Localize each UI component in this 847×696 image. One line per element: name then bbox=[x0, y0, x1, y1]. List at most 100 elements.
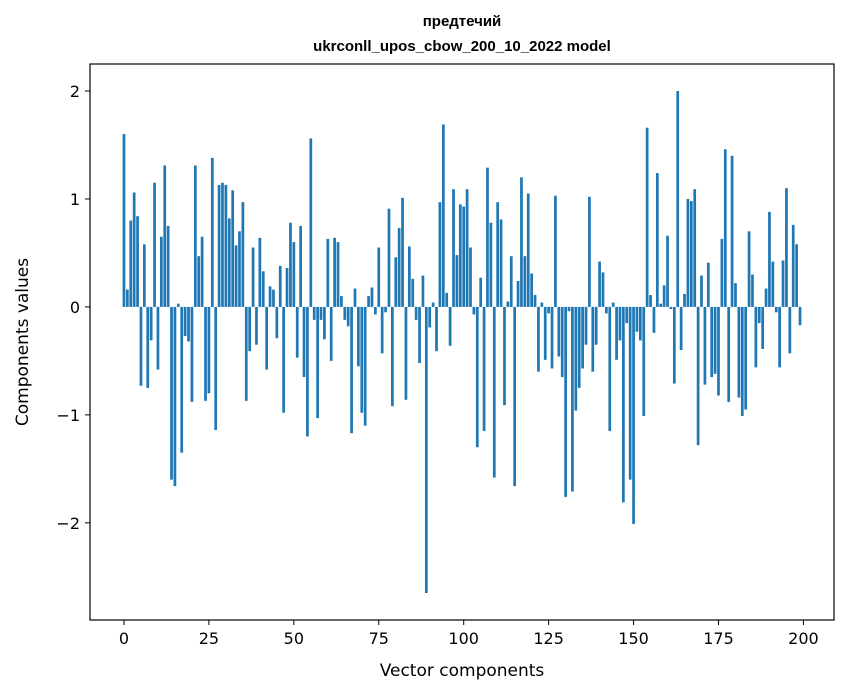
bar-component-36 bbox=[244, 306, 248, 401]
bar-component-40 bbox=[258, 237, 262, 307]
bar-component-16 bbox=[176, 303, 180, 307]
bar-component-153 bbox=[642, 306, 646, 416]
x-axis-ticks: 0 25 50 75 100 125 150 175 200 bbox=[119, 620, 819, 648]
bar-component-19 bbox=[187, 306, 190, 342]
bar-component-64 bbox=[340, 296, 343, 307]
bar-component-85 bbox=[411, 278, 415, 307]
y-tick-label-3: −1 bbox=[56, 406, 80, 425]
bar-component-83 bbox=[404, 306, 408, 400]
y-tick-label-4: −2 bbox=[56, 514, 80, 533]
bar-component-149 bbox=[628, 306, 632, 480]
bar-component-66 bbox=[346, 306, 350, 327]
chart-subtitle: ukrconll_upos_cbow_200_10_2022 model bbox=[313, 38, 611, 55]
bar-component-32 bbox=[231, 190, 235, 307]
bar-component-112 bbox=[503, 306, 506, 406]
bar-component-99 bbox=[458, 204, 462, 307]
bar-component-92 bbox=[435, 306, 438, 352]
bar-component-129 bbox=[560, 306, 564, 378]
y-tick-label-2: 0 bbox=[70, 298, 80, 317]
bar-component-98 bbox=[455, 255, 459, 307]
bar-component-196 bbox=[788, 306, 792, 354]
x-tick-label-2: 50 bbox=[284, 629, 304, 648]
bar-component-45 bbox=[275, 306, 279, 339]
bar-component-26 bbox=[210, 157, 214, 307]
bar-component-174 bbox=[713, 306, 717, 374]
bar-component-25 bbox=[207, 306, 211, 394]
bar-component-63 bbox=[336, 242, 340, 307]
bar-component-60 bbox=[326, 238, 330, 307]
x-tick-label-7: 175 bbox=[703, 629, 734, 648]
bar-component-37 bbox=[248, 306, 252, 352]
bar-component-100 bbox=[462, 206, 466, 307]
bar-component-71 bbox=[363, 306, 367, 426]
bar-component-145 bbox=[615, 306, 618, 360]
bar-component-7 bbox=[146, 306, 150, 388]
bar-component-94 bbox=[441, 124, 445, 307]
bar-component-80 bbox=[394, 257, 398, 307]
x-tick-label-3: 75 bbox=[369, 629, 389, 648]
bar-component-44 bbox=[272, 289, 275, 307]
bar-component-147 bbox=[622, 306, 625, 503]
bar-component-163 bbox=[676, 90, 680, 307]
bar-component-10 bbox=[156, 306, 160, 370]
bar-component-47 bbox=[282, 306, 285, 413]
bar-component-138 bbox=[591, 306, 595, 372]
bar-component-172 bbox=[706, 262, 710, 307]
bar-component-13 bbox=[166, 225, 170, 307]
y-axis-ticks: 2 1 0 −1 −2 bbox=[56, 82, 90, 533]
bar-component-58 bbox=[319, 306, 323, 320]
bar-component-34 bbox=[238, 231, 241, 307]
y-tick-label-1: 1 bbox=[70, 190, 80, 209]
bar-component-197 bbox=[791, 224, 795, 307]
bar-component-106 bbox=[482, 306, 486, 432]
bar-component-151 bbox=[635, 306, 639, 332]
bar-component-175 bbox=[717, 306, 720, 396]
bar-component-115 bbox=[513, 306, 517, 487]
bar-component-17 bbox=[180, 306, 184, 453]
bars bbox=[122, 90, 802, 594]
x-axis-label: Vector components bbox=[380, 661, 545, 681]
bar-component-193 bbox=[778, 306, 781, 368]
bar-component-102 bbox=[469, 247, 472, 307]
bar-component-38 bbox=[251, 247, 255, 307]
bar-component-93 bbox=[438, 202, 442, 307]
bar-component-35 bbox=[241, 202, 245, 307]
bar-component-199 bbox=[798, 306, 802, 326]
bar-component-142 bbox=[605, 306, 608, 314]
bar-component-23 bbox=[200, 236, 204, 307]
bar-component-164 bbox=[679, 306, 683, 351]
bar-component-167 bbox=[689, 201, 693, 307]
bar-component-122 bbox=[537, 306, 540, 372]
bar-component-187 bbox=[757, 306, 761, 324]
bar-component-107 bbox=[486, 167, 489, 307]
bar-component-78 bbox=[387, 208, 391, 307]
bar-component-168 bbox=[693, 189, 697, 307]
bar-component-119 bbox=[526, 193, 530, 307]
bar-component-159 bbox=[662, 285, 666, 307]
bar-component-90 bbox=[428, 306, 432, 328]
bar-component-0 bbox=[122, 134, 126, 307]
bar-component-1 bbox=[126, 289, 129, 307]
bar-component-21 bbox=[193, 165, 197, 307]
bar-component-120 bbox=[530, 273, 533, 307]
bar-component-53 bbox=[302, 306, 306, 378]
x-tick-label-1: 25 bbox=[199, 629, 219, 648]
bar-component-46 bbox=[278, 265, 282, 307]
bar-component-75 bbox=[377, 247, 381, 307]
bar-component-171 bbox=[703, 306, 707, 385]
bar-component-89 bbox=[424, 306, 428, 594]
bar-component-148 bbox=[625, 306, 629, 324]
bar-component-69 bbox=[357, 306, 360, 367]
bar-component-134 bbox=[577, 306, 581, 388]
bar-component-97 bbox=[452, 189, 455, 307]
bar-component-183 bbox=[744, 306, 748, 410]
bar-component-150 bbox=[632, 306, 635, 524]
bar-component-132 bbox=[571, 306, 574, 492]
bar-component-144 bbox=[611, 302, 615, 307]
bar-component-166 bbox=[686, 198, 690, 307]
bar-component-180 bbox=[734, 283, 737, 307]
bar-component-24 bbox=[204, 306, 207, 401]
bar-component-176 bbox=[720, 238, 724, 307]
bar-component-185 bbox=[751, 274, 754, 307]
